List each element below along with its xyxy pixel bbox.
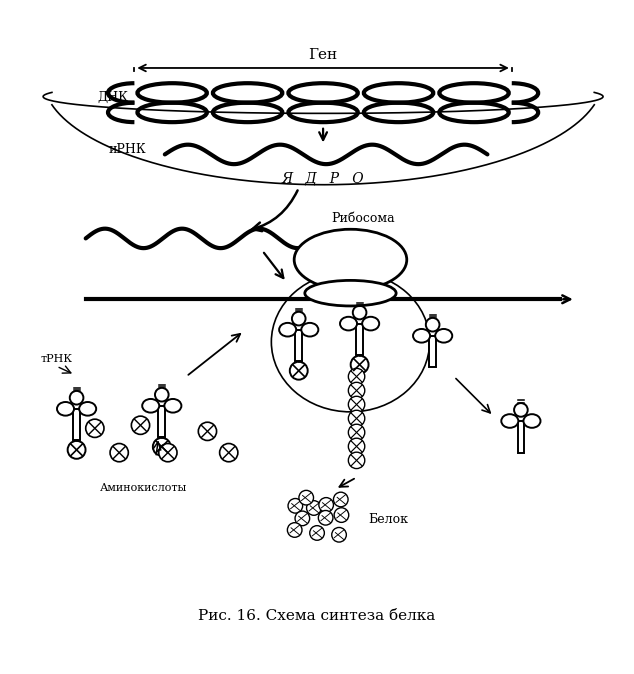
Ellipse shape (301, 323, 318, 336)
Ellipse shape (86, 419, 104, 437)
Text: Ген: Ген (309, 48, 338, 62)
Ellipse shape (287, 522, 302, 537)
Bar (295, 330, 302, 361)
Text: иРНК: иРНК (109, 143, 146, 156)
Text: Рибосома: Рибосома (331, 212, 394, 225)
Ellipse shape (524, 415, 541, 428)
Text: тРНК: тРНК (40, 355, 72, 365)
Ellipse shape (348, 452, 365, 468)
Ellipse shape (57, 402, 74, 416)
Bar (517, 421, 524, 453)
Ellipse shape (334, 508, 349, 522)
Ellipse shape (290, 362, 307, 379)
Ellipse shape (131, 416, 150, 434)
Ellipse shape (351, 356, 368, 373)
Ellipse shape (292, 312, 306, 326)
Ellipse shape (79, 402, 96, 416)
Ellipse shape (348, 369, 365, 385)
Bar (158, 406, 165, 437)
Ellipse shape (362, 317, 379, 330)
Ellipse shape (348, 424, 365, 441)
Ellipse shape (294, 229, 407, 290)
Ellipse shape (413, 329, 430, 342)
Ellipse shape (435, 329, 452, 342)
Text: Я   Д   Р   О: Я Д Р О (281, 172, 365, 186)
Ellipse shape (110, 443, 128, 462)
Ellipse shape (164, 399, 181, 412)
Text: Аминокислоты: Аминокислоты (100, 483, 187, 493)
Ellipse shape (319, 497, 333, 512)
Ellipse shape (279, 323, 296, 336)
Ellipse shape (514, 403, 527, 417)
Ellipse shape (348, 410, 365, 427)
Ellipse shape (305, 280, 396, 306)
Text: ДНК: ДНК (98, 91, 128, 104)
Ellipse shape (501, 415, 519, 428)
Ellipse shape (353, 306, 366, 319)
Ellipse shape (288, 499, 302, 513)
Ellipse shape (332, 528, 346, 542)
Bar (74, 409, 80, 441)
Ellipse shape (142, 399, 159, 412)
Ellipse shape (158, 443, 177, 462)
Ellipse shape (70, 391, 84, 404)
Ellipse shape (318, 510, 333, 525)
Bar (429, 336, 436, 367)
Ellipse shape (348, 396, 365, 412)
Ellipse shape (198, 422, 217, 441)
Ellipse shape (307, 501, 321, 516)
Ellipse shape (340, 317, 357, 330)
Ellipse shape (155, 388, 169, 402)
Ellipse shape (333, 492, 348, 507)
Ellipse shape (295, 511, 309, 526)
Ellipse shape (219, 443, 238, 462)
Ellipse shape (310, 526, 325, 541)
Ellipse shape (299, 491, 314, 505)
Bar (356, 324, 363, 355)
Ellipse shape (348, 382, 365, 399)
Ellipse shape (348, 438, 365, 455)
Ellipse shape (426, 318, 439, 332)
Ellipse shape (153, 438, 171, 456)
Text: Белок: Белок (369, 513, 409, 526)
Text: Рис. 16. Схема синтеза белка: Рис. 16. Схема синтеза белка (198, 609, 436, 623)
Ellipse shape (68, 441, 86, 459)
